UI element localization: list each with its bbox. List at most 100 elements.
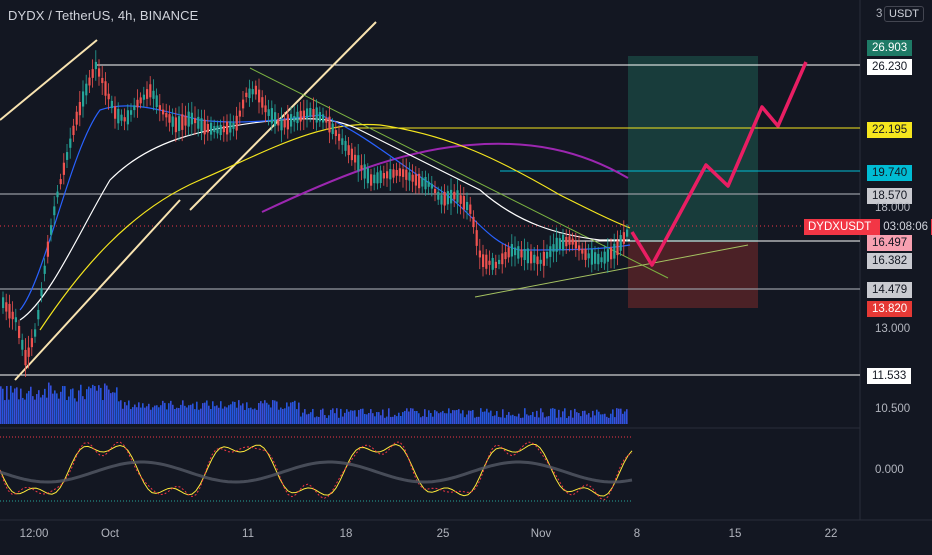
- volume-bar: [500, 417, 502, 424]
- candle: [574, 241, 577, 249]
- volume-bar: [272, 400, 274, 424]
- volume-bar: [186, 407, 188, 424]
- candle: [174, 117, 177, 133]
- volume-bar: [484, 411, 486, 424]
- volume-bar: [506, 414, 508, 424]
- triangle-upper[interactable]: [249, 67, 669, 279]
- volume-bar: [354, 410, 356, 424]
- volume-bar: [606, 416, 608, 424]
- candle: [450, 189, 453, 204]
- volume-bar: [392, 416, 394, 424]
- volume-bar: [446, 413, 448, 424]
- profit-zone[interactable]: [628, 56, 758, 242]
- volume-bar: [202, 403, 204, 424]
- volume-bar: [518, 413, 520, 424]
- volume-bar: [210, 408, 212, 424]
- candle: [626, 229, 629, 237]
- volume-bar: [72, 388, 74, 424]
- candle: [200, 118, 203, 132]
- candle: [88, 77, 91, 86]
- candle: [184, 115, 187, 126]
- volume-bar: [162, 400, 164, 424]
- channel-line-upper[interactable]: [0, 39, 98, 121]
- volume-bar: [88, 386, 90, 424]
- volume-bar: [264, 400, 266, 424]
- candle: [30, 338, 33, 348]
- volume-bar: [522, 417, 524, 424]
- currency-button[interactable]: USDT: [884, 6, 924, 22]
- candle: [338, 133, 341, 141]
- volume-bar: [546, 416, 548, 424]
- volume-bar: [24, 399, 26, 424]
- candle: [270, 108, 273, 124]
- candle: [50, 225, 53, 235]
- triangle-lower[interactable]: [474, 244, 749, 298]
- candle: [245, 92, 248, 98]
- price-candles[interactable]: [2, 50, 629, 378]
- volume-bar: [194, 409, 196, 424]
- candle: [94, 61, 97, 70]
- volume-bar: [592, 410, 594, 424]
- candle: [357, 155, 360, 171]
- volume-bar: [60, 391, 62, 424]
- axis-label: 18.000: [875, 202, 911, 214]
- candle: [485, 254, 488, 269]
- candle: [610, 247, 613, 260]
- volume-bar: [464, 417, 466, 424]
- candle: [117, 108, 120, 124]
- volume-bar: [146, 406, 148, 424]
- candle: [136, 99, 139, 108]
- volume-bar: [604, 413, 606, 424]
- projection-path[interactable]: [630, 61, 808, 267]
- candle: [5, 302, 8, 312]
- candle: [181, 114, 184, 130]
- volume-bar: [576, 412, 578, 424]
- price-tag: 26.230: [867, 59, 913, 75]
- volume-bar: [368, 412, 370, 424]
- volume-bar: [608, 417, 610, 424]
- candle: [216, 125, 219, 134]
- candle: [418, 173, 421, 189]
- volume-bar: [38, 390, 40, 424]
- volume-bar: [214, 406, 216, 424]
- volume-bar: [316, 416, 318, 424]
- volume-bar: [440, 412, 442, 424]
- volume-bar: [558, 409, 560, 424]
- candle: [376, 172, 379, 184]
- volume-bar: [466, 414, 468, 424]
- volume-bar: [404, 410, 406, 424]
- volume-bar: [346, 409, 348, 424]
- candle: [123, 117, 126, 122]
- volume-bar: [318, 416, 320, 424]
- channel-line-upper-2[interactable]: [189, 21, 377, 211]
- volume-bar: [108, 389, 110, 424]
- candle: [264, 105, 267, 113]
- volume-bar: [596, 409, 598, 424]
- volume-bar: [454, 410, 456, 424]
- candle: [11, 311, 14, 320]
- volume-bar: [480, 408, 482, 424]
- volume-bar: [572, 417, 574, 424]
- volume-bar: [620, 408, 622, 424]
- volume-bar: [570, 410, 572, 424]
- volume-bar: [220, 401, 222, 424]
- volume-bar: [502, 409, 504, 424]
- volume-bar: [468, 410, 470, 424]
- volume-bar: [390, 416, 392, 424]
- candle: [37, 309, 40, 320]
- volume-bar: [230, 404, 232, 424]
- volume-bar: [352, 410, 354, 424]
- candle: [498, 259, 501, 265]
- volume-bar: [48, 382, 50, 424]
- candle: [405, 169, 408, 180]
- candle: [18, 325, 21, 339]
- volume-bar: [286, 402, 288, 424]
- candle: [40, 288, 43, 297]
- loss-zone[interactable]: [628, 242, 758, 308]
- volume-bar: [380, 415, 382, 424]
- volume-bar: [582, 410, 584, 424]
- volume-bar: [56, 393, 58, 424]
- volume-bar: [432, 416, 434, 424]
- channel-line-lower[interactable]: [14, 199, 181, 381]
